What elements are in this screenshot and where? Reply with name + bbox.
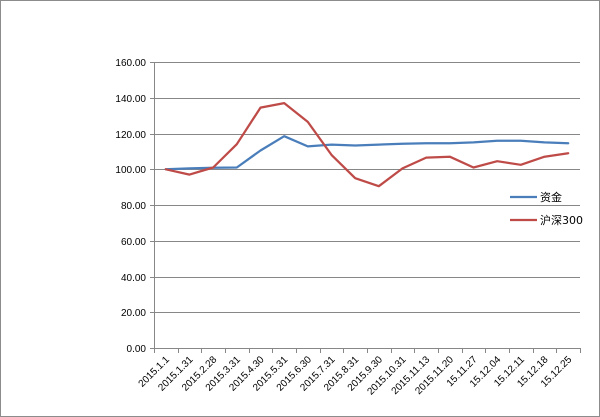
legend-label: 资金: [540, 190, 562, 204]
y-tick-label: 40.00: [121, 273, 146, 284]
y-tick-label: 20.00: [121, 308, 146, 319]
x-tick-labels: 2015.1.12015.1.312015.2.282015.3.312015.…: [137, 354, 575, 397]
series-lines: [164, 101, 570, 188]
y-tick-label: 0.00: [127, 344, 147, 355]
y-tick-labels: 0.00 20.00 40.00 60.00 80.00 100.00 120.00 140.…: [115, 58, 146, 355]
y-tick-label: 80.00: [121, 201, 146, 212]
legend-label: 沪深300: [540, 213, 583, 227]
y-tick-label: 160.00: [115, 58, 146, 69]
series-line: [164, 101, 570, 188]
y-tick-label: 120.00: [115, 130, 146, 141]
y-tick-label: 100.00: [115, 165, 146, 176]
series-line: [164, 135, 570, 171]
y-tick-label: 140.00: [115, 94, 146, 105]
grid-lines: [154, 62, 580, 313]
y-tick-label: 60.00: [121, 237, 146, 248]
axes: [150, 62, 581, 353]
